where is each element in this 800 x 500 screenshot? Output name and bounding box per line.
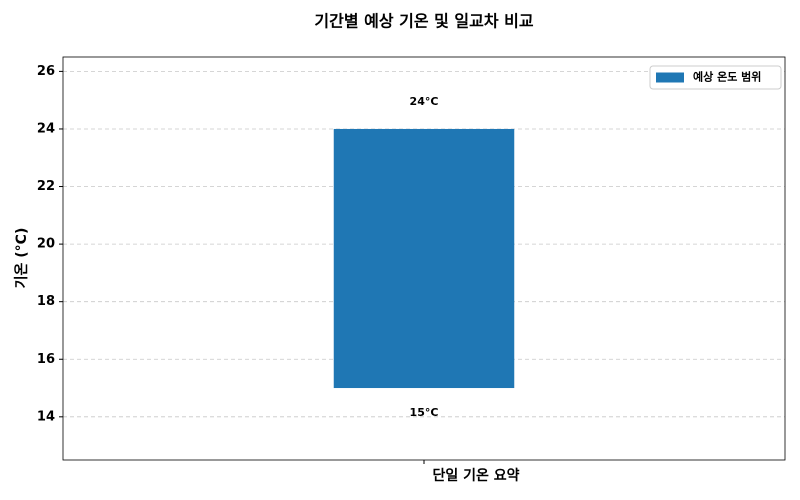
data-label: 24°C — [410, 95, 439, 108]
y-axis-label: 기온 (°C) — [14, 228, 30, 289]
bar — [333, 128, 515, 389]
x-axis-label: 단일 기온 요약 — [432, 467, 519, 484]
y-tick-label: 22 — [37, 179, 55, 194]
legend-box — [649, 65, 782, 90]
legend-label: 예상 온도 범위 — [693, 70, 761, 84]
y-tick-label: 16 — [37, 352, 55, 367]
chart-title: 기간별 예상 기온 및 일교차 비교 — [314, 12, 533, 31]
y-tick-label: 26 — [37, 64, 55, 79]
data-label: 15°C — [410, 406, 439, 419]
legend-swatch — [656, 72, 684, 83]
y-tick-label: 24 — [37, 121, 55, 136]
y-tick-label: 20 — [37, 237, 55, 252]
y-tick-label: 18 — [37, 294, 55, 309]
y-tick-label: 14 — [37, 409, 55, 424]
plot-frame — [62, 56, 786, 461]
